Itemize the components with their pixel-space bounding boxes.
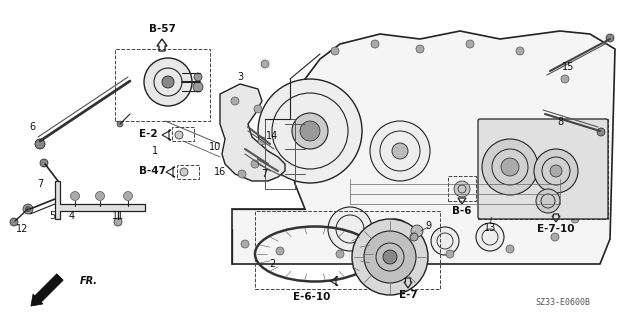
Circle shape: [70, 191, 79, 201]
Text: B-47: B-47: [138, 166, 166, 176]
Circle shape: [574, 120, 582, 128]
Text: E-2: E-2: [139, 129, 157, 139]
Circle shape: [95, 191, 104, 201]
Circle shape: [571, 215, 579, 223]
Circle shape: [392, 143, 408, 159]
Circle shape: [261, 60, 269, 68]
Text: 8: 8: [557, 117, 563, 127]
Text: B-6: B-6: [452, 206, 472, 216]
Text: 14: 14: [266, 131, 278, 141]
Circle shape: [476, 223, 504, 251]
Circle shape: [576, 170, 584, 178]
Circle shape: [258, 137, 266, 145]
Text: 6: 6: [29, 122, 35, 132]
Text: 4: 4: [69, 211, 75, 221]
Bar: [177, 165, 199, 179]
Circle shape: [194, 73, 202, 81]
Polygon shape: [220, 84, 285, 181]
Circle shape: [244, 160, 252, 168]
Circle shape: [244, 105, 252, 113]
Circle shape: [292, 113, 328, 149]
Text: E-6-10: E-6-10: [293, 292, 331, 302]
Text: 5: 5: [49, 211, 55, 221]
FancyBboxPatch shape: [478, 119, 608, 219]
Text: 7: 7: [37, 179, 43, 189]
Circle shape: [258, 79, 362, 183]
Text: E-7: E-7: [399, 290, 417, 300]
Circle shape: [506, 245, 514, 253]
Circle shape: [328, 207, 372, 251]
Circle shape: [193, 82, 203, 92]
Circle shape: [466, 40, 474, 48]
Circle shape: [124, 191, 132, 201]
Circle shape: [251, 160, 259, 168]
Circle shape: [411, 225, 423, 237]
Circle shape: [454, 181, 470, 197]
Circle shape: [410, 233, 418, 241]
Bar: [448, 176, 476, 201]
Circle shape: [606, 34, 614, 42]
Circle shape: [416, 45, 424, 53]
Circle shape: [516, 47, 524, 55]
Circle shape: [254, 105, 262, 113]
Circle shape: [35, 139, 45, 149]
Circle shape: [377, 219, 413, 255]
Bar: [478, 119, 608, 219]
Text: 9: 9: [425, 221, 431, 231]
Text: 10: 10: [209, 142, 221, 152]
Circle shape: [370, 121, 430, 181]
Bar: [255, 211, 440, 289]
Circle shape: [40, 159, 48, 167]
Circle shape: [175, 131, 183, 139]
Circle shape: [10, 218, 18, 226]
Circle shape: [534, 149, 578, 193]
Circle shape: [162, 76, 174, 88]
Text: 16: 16: [214, 167, 226, 177]
Polygon shape: [55, 181, 145, 219]
Circle shape: [364, 231, 416, 283]
Polygon shape: [232, 31, 615, 264]
Text: 2: 2: [269, 259, 275, 269]
Text: 11: 11: [112, 211, 124, 221]
Circle shape: [300, 121, 320, 141]
Circle shape: [391, 253, 399, 261]
Circle shape: [180, 168, 188, 176]
Circle shape: [238, 170, 246, 178]
Circle shape: [331, 47, 339, 55]
Circle shape: [336, 250, 344, 258]
Circle shape: [431, 227, 459, 255]
Circle shape: [231, 97, 239, 105]
Circle shape: [383, 250, 397, 264]
Circle shape: [446, 250, 454, 258]
Circle shape: [551, 233, 559, 241]
Circle shape: [371, 40, 379, 48]
Circle shape: [114, 218, 122, 226]
Circle shape: [501, 158, 519, 176]
Text: 7: 7: [261, 169, 267, 179]
Text: B-57: B-57: [148, 24, 175, 34]
Circle shape: [26, 206, 31, 211]
Text: 15: 15: [562, 62, 574, 72]
Text: 12: 12: [16, 224, 28, 234]
FancyArrow shape: [31, 274, 63, 306]
Circle shape: [536, 189, 560, 213]
Circle shape: [276, 247, 284, 255]
Circle shape: [352, 219, 428, 295]
Circle shape: [561, 75, 569, 83]
Text: E-7-10: E-7-10: [537, 224, 575, 234]
Circle shape: [144, 58, 192, 106]
Text: SZ33-E0600B: SZ33-E0600B: [535, 298, 590, 307]
Circle shape: [23, 204, 33, 214]
Text: FR.: FR.: [80, 276, 98, 286]
Circle shape: [597, 128, 605, 136]
Text: 13: 13: [484, 223, 496, 233]
Bar: [115, 49, 210, 121]
Circle shape: [241, 240, 249, 248]
Bar: [172, 127, 194, 141]
Text: 3: 3: [237, 72, 243, 82]
Text: 1: 1: [152, 146, 158, 156]
Circle shape: [117, 121, 123, 127]
Circle shape: [482, 139, 538, 195]
Circle shape: [550, 165, 562, 177]
